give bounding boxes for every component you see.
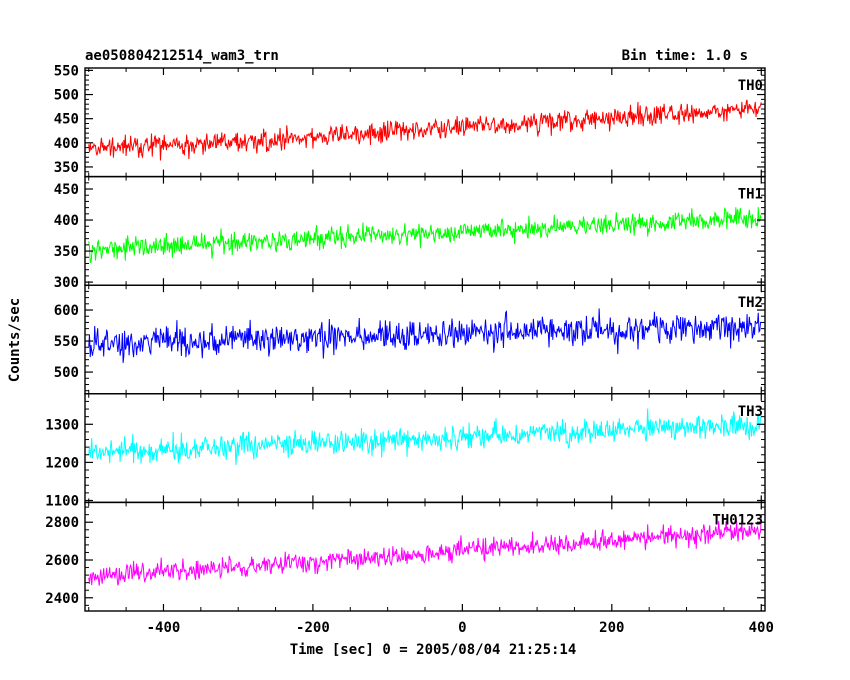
x-axis-label: Time [sec] 0 = 2005/08/04 21:25:14 (290, 642, 577, 658)
panel-th0: 350 400 450 500 550 TH0 (54, 63, 766, 178)
x-tick-label: 400 (749, 620, 774, 636)
series-label: TH0 (738, 78, 763, 94)
bin-time-label: Bin time: 1.0 s (622, 48, 748, 64)
y-tick-label: 350 (54, 244, 79, 260)
series-label: TH2 (738, 295, 763, 311)
panel-frame (84, 175, 766, 286)
panel-th1: 300 350 400 450 TH1 (54, 175, 766, 291)
y-tick-label: 600 (54, 303, 79, 319)
series-line-th1 (88, 206, 762, 264)
x-tick-label: 200 (599, 620, 624, 636)
panel-th3: 1100 1200 1300 TH3 (45, 393, 766, 509)
y-tick-label: 350 (54, 160, 79, 176)
y-axis-label: Counts/sec (7, 298, 23, 382)
x-tick-label: -400 (147, 620, 181, 636)
series-label: TH0123 (712, 512, 763, 528)
y-tick-label: 550 (54, 63, 79, 79)
y-tick-label: 1300 (45, 417, 79, 433)
y-tick-label: 2400 (45, 591, 79, 607)
series-line-th0123 (88, 518, 762, 586)
y-tick-label: 500 (54, 88, 79, 104)
obs-id-title: ae050804212514_wam3_trn (85, 48, 279, 64)
panel-th2: 500 550 600 TH2 (54, 284, 766, 395)
y-tick-label: 1200 (45, 455, 79, 471)
series-line-th3 (88, 408, 762, 466)
panels: 350 400 450 500 550 TH0 300 350 400 450 TH1 500 550 6… (45, 63, 774, 636)
series-line-th0 (88, 99, 762, 161)
y-tick-label: 450 (54, 182, 79, 198)
panel-frame (84, 67, 766, 178)
y-tick-label: 2800 (45, 515, 79, 531)
panel-frame (84, 284, 766, 395)
series-label: TH1 (738, 187, 763, 203)
series-line-th2 (88, 308, 762, 363)
y-tick-label: 500 (54, 365, 79, 381)
panel-frame (84, 501, 766, 612)
y-tick-label: 2600 (45, 553, 79, 569)
series-label: TH3 (738, 404, 763, 420)
x-tick-label: 0 (458, 620, 466, 636)
y-tick-label: 450 (54, 112, 79, 128)
panel-th0123: 2400 2600 2800 TH0123 (45, 501, 766, 612)
y-tick-label: 400 (54, 213, 79, 229)
y-tick-label: 400 (54, 136, 79, 152)
y-tick-label: 300 (54, 275, 79, 291)
y-tick-label: 550 (54, 334, 79, 350)
x-tick-label: -200 (296, 620, 330, 636)
y-tick-label: 1100 (45, 493, 79, 509)
